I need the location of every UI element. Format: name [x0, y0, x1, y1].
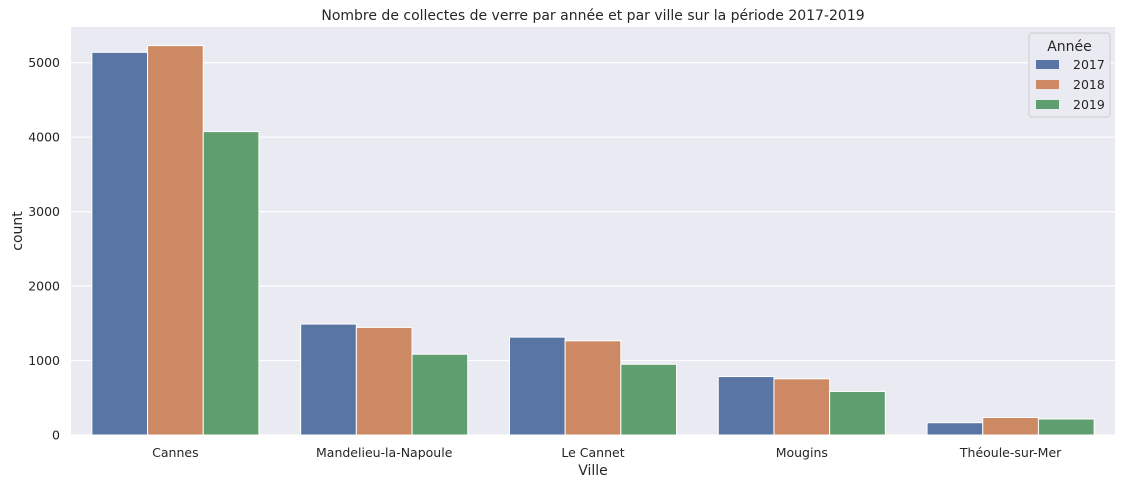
legend-swatch-2017	[1036, 60, 1059, 69]
y-tick-label: 2000	[28, 279, 60, 294]
y-tick-label: 3000	[28, 204, 60, 219]
legend-box	[1028, 32, 1111, 118]
bar-2019-mandelieu-la-napoule	[411, 353, 469, 436]
x-tick-label: Le Cannet	[561, 445, 624, 460]
legend-title: Année	[1047, 39, 1092, 55]
legend: Année 2017 2018 2019	[1028, 32, 1111, 118]
chart-title: Nombre de collectes de verre par année e…	[321, 8, 864, 24]
x-axis-ticks: Cannes Mandelieu-la-Napoule Le Cannet Mougi…	[152, 445, 1062, 460]
bar-2017-mandelieu-la-napoule	[300, 323, 357, 436]
bar-2019-mougins	[829, 390, 886, 436]
legend-label-2018: 2018	[1073, 77, 1105, 92]
legend-swatch-2018	[1036, 80, 1059, 89]
y-axis-ticks: 0 1000 2000 3000 4000 5000	[28, 55, 60, 442]
x-tick-label: Mougins	[776, 445, 828, 460]
x-axis-label: Ville	[578, 463, 608, 479]
y-tick-label: 5000	[28, 55, 60, 70]
bar-2017-mougins	[717, 376, 775, 436]
legend-label-2019: 2019	[1073, 97, 1105, 112]
x-tick-label: Théoule-sur-Mer	[959, 445, 1062, 460]
legend-items: 2017 2018 2019	[1036, 57, 1105, 112]
legend-label-2017: 2017	[1073, 57, 1105, 72]
bar-2017-cannes	[91, 51, 149, 436]
x-tick-label: Mandelieu-la-Napoule	[316, 445, 453, 460]
y-axis-label: count	[10, 211, 26, 251]
bar-2018-mougins	[773, 378, 831, 436]
bar-2019-cannes	[202, 131, 260, 436]
bar-2018-th-oule-sur-mer	[982, 417, 1039, 436]
bar-2017-th-oule-sur-mer	[926, 422, 984, 436]
bar-2018-le-cannet	[564, 340, 622, 436]
y-tick-label: 1000	[28, 353, 60, 368]
bars	[91, 45, 1095, 436]
bar-2018-cannes	[147, 45, 204, 436]
bar-2017-le-cannet	[508, 336, 566, 436]
bar-2019-th-oule-sur-mer	[1037, 418, 1095, 436]
y-tick-label: 4000	[28, 130, 60, 145]
legend-swatch-2019	[1036, 100, 1059, 109]
x-tick-label: Cannes	[152, 445, 198, 460]
bar-2018-mandelieu-la-napoule	[355, 326, 413, 436]
bar-2019-le-cannet	[620, 363, 678, 436]
y-tick-label: 0	[52, 428, 60, 443]
